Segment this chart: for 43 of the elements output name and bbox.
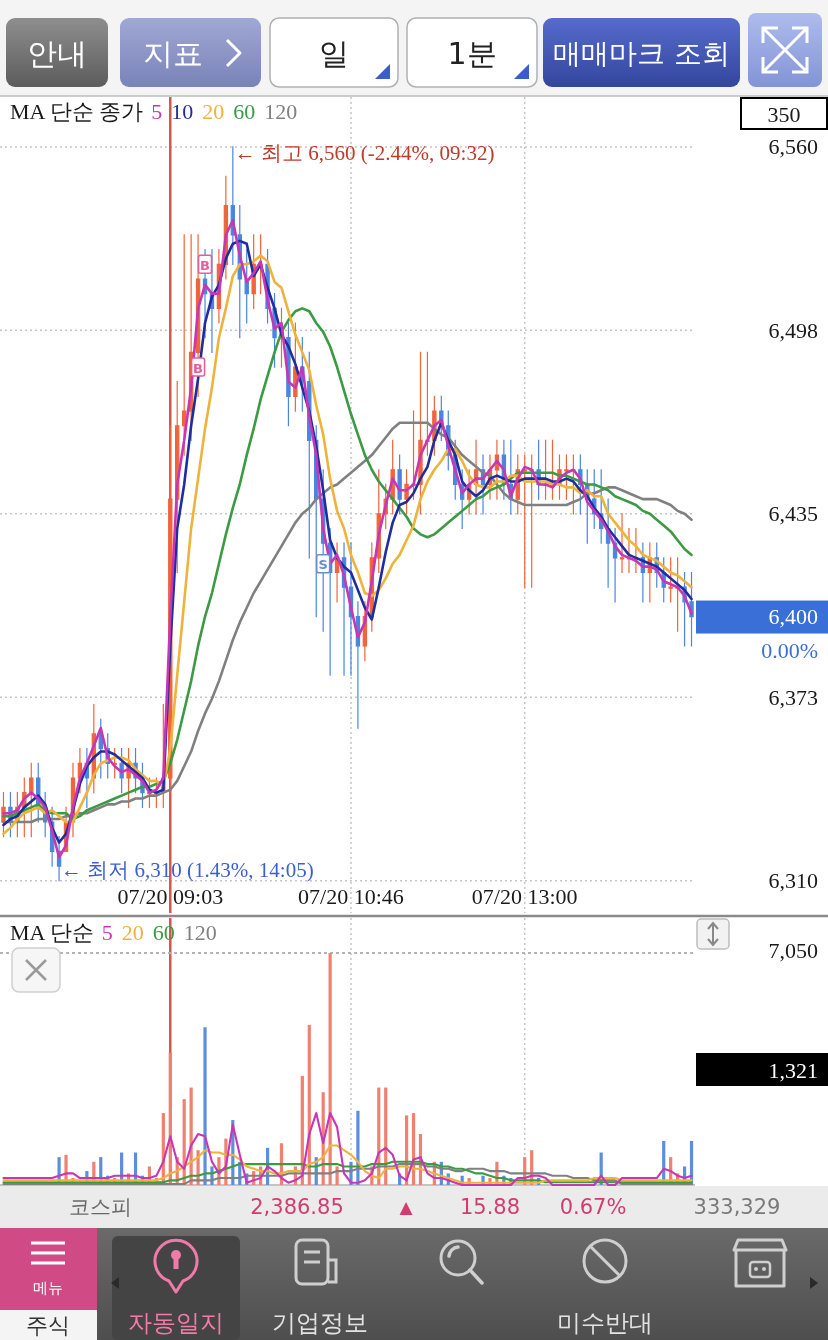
text: 6,400 xyxy=(768,604,818,630)
legend-title: MA 단순 종가 xyxy=(10,98,144,124)
y-tick-label: 6,373 xyxy=(768,684,818,710)
text: 0.00% xyxy=(761,638,818,664)
y-tick-label: 6,560 xyxy=(768,134,818,160)
x-tick-label: 07/20 10:46 xyxy=(298,883,404,909)
x-tick-label: 07/20 09:03 xyxy=(117,883,224,909)
text: 7,050 xyxy=(768,937,818,963)
text: 5 xyxy=(151,98,163,124)
text: 코스피 xyxy=(68,1195,132,1219)
legend-title: MA 단순 xyxy=(10,919,94,945)
y-tick-label: 6,435 xyxy=(768,501,818,527)
text: 0.67% xyxy=(559,1195,627,1219)
text: ▲ xyxy=(399,1197,414,1217)
text: 333,329 xyxy=(693,1195,781,1219)
text: 1분 xyxy=(447,35,497,71)
text: 기업정보 xyxy=(272,1309,368,1337)
text: 안내 xyxy=(27,35,87,71)
text: 15.88 xyxy=(459,1195,521,1219)
text: 미수반대 xyxy=(557,1309,653,1337)
text: 주식 xyxy=(26,1312,70,1338)
text: 350 xyxy=(767,101,801,127)
text: 지표 xyxy=(142,35,203,71)
y-tick-label: 6,498 xyxy=(768,317,818,343)
data-label: S xyxy=(318,557,328,573)
text: 60 xyxy=(233,98,256,124)
x-tick-label: 07/20 13:00 xyxy=(471,883,578,909)
text: 5 xyxy=(101,919,113,945)
y-tick-label: 6,310 xyxy=(768,868,818,894)
text: 10 xyxy=(171,98,194,124)
text: 1,321 xyxy=(768,1057,818,1083)
text: 20 xyxy=(121,919,144,945)
text: 매매마크 조회 xyxy=(553,36,730,70)
data-label: B xyxy=(193,360,204,376)
text: 120 xyxy=(264,98,298,124)
annotation: ← 최고 6,560 (-2.44%, 09:32) xyxy=(234,140,495,165)
text: 메뉴 xyxy=(33,1279,63,1297)
text: 20 xyxy=(202,98,225,124)
text: 120 xyxy=(183,919,217,945)
text: 2,386.85 xyxy=(250,1195,344,1219)
data-label: B xyxy=(200,257,210,273)
text: 일 xyxy=(319,35,349,71)
text: 자동일지 xyxy=(128,1309,224,1337)
